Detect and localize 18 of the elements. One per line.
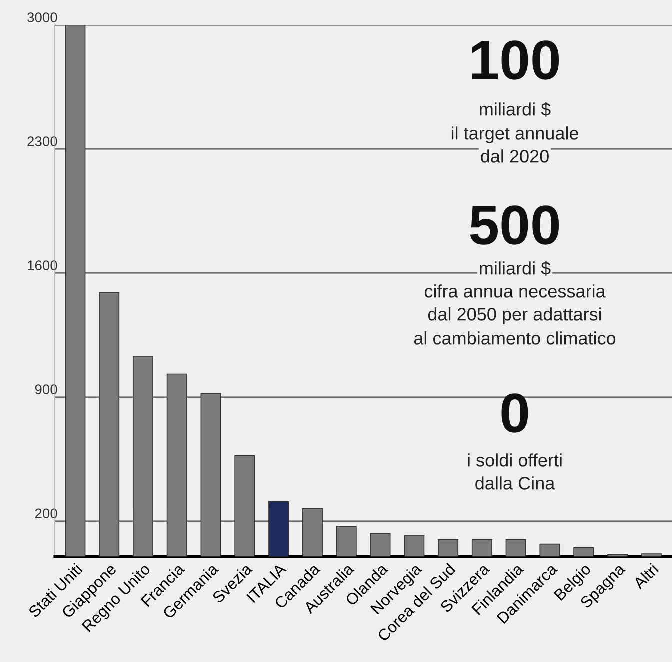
annotation: 0 [502,394,528,433]
annotation: 100 [472,40,560,80]
x-tick-label: Altri [632,563,660,590]
y-tick-label: 3000 [28,12,58,22]
y-tick-label: 200 [35,508,58,519]
annotation: i soldi offerti [468,454,562,467]
y-tick-label: 2300 [28,136,58,146]
annotation: 500 [470,206,560,245]
y-tick-label: 1600 [28,260,58,270]
annotation: dal 2020 [481,150,549,163]
annotation: miliardi $ [480,261,551,276]
annotation: il target annuale [452,126,578,144]
y-tick-label: 900 [35,384,58,395]
annotation: miliardi $ [480,102,551,117]
annotation: dalla Cina [476,476,556,490]
annotation: cifra annua necessaria [424,284,606,298]
annotation: dal 2050 per adattarsi [428,308,602,324]
annotation: al cambiamento climatico [414,332,616,345]
